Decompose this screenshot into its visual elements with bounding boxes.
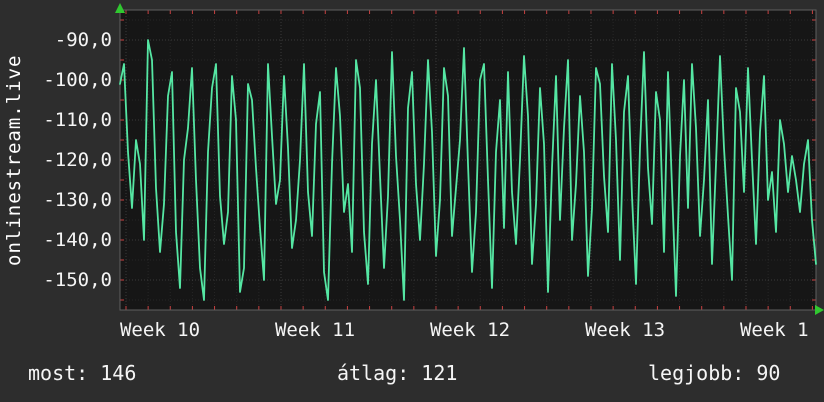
x-tick-label: Week 11 [274,319,356,341]
y-tick-label: -120,0 [43,149,112,171]
x-tick-label: Week 1 [739,319,809,341]
y-tick-label: -130,0 [43,189,112,211]
y-tick-label: -110,0 [43,109,112,131]
x-axis-arrow-right-icon [815,305,824,315]
legend-most: most: 146 [28,361,137,385]
x-tick-label: Week 13 [584,319,666,341]
y-tick-label: -140,0 [43,229,112,251]
x-tick-label: Week 10 [119,319,201,341]
signal-line-series [119,39,817,301]
legend-legjobb: legjobb: 90 [648,361,781,385]
x-tick-label: Week 12 [429,319,511,341]
plot-border [119,9,817,311]
y-tick-label: -90,0 [54,29,112,51]
y-axis-arrow-up-icon [115,3,125,13]
y-tick-label: -100,0 [43,69,112,91]
y-tick-label: -150,0 [43,269,112,291]
axis-tick-marks [120,10,816,310]
legend-atlag: átlag: 121 [337,361,458,385]
